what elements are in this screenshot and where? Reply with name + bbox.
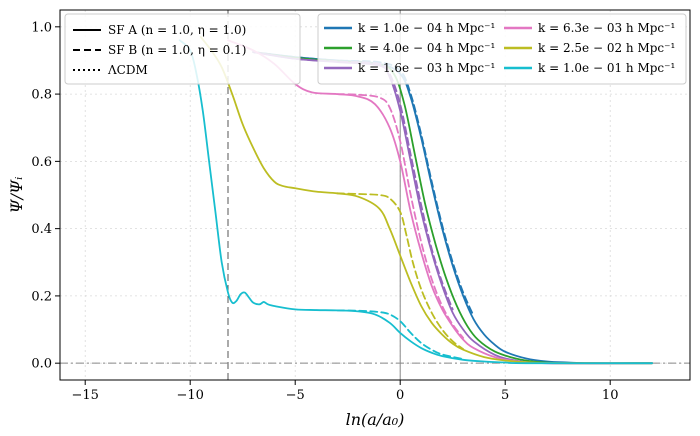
style-legend: SF A (n = 1.0, η = 1.0) SF B (n = 1.0, η… (64, 13, 301, 85)
legend-label-sf-b: SF B (n = 1.0, η = 0.1) (108, 43, 246, 57)
y-tick-label: 1.0 (31, 20, 52, 35)
series-line (199, 36, 654, 365)
x-axis-label: ln(a/a₀) (346, 410, 405, 429)
series-line (178, 39, 654, 365)
ticks: −15 −10 −5 0 5 10 0.0 0.2 0.4 0.6 0.8 1.0 (31, 20, 618, 403)
x-tick-label: −10 (176, 388, 203, 403)
legend-label-lcdm: ΛCDM (107, 63, 148, 77)
mode-legend: k = 1.0e − 04 h Mpc⁻¹ k = 4.0e − 04 h Mp… (317, 13, 687, 85)
x-tick-label: 5 (501, 388, 509, 403)
x-tick-label: 0 (396, 388, 404, 403)
legend-label-k1: k = 1.0e − 04 h Mpc⁻¹ (358, 21, 495, 35)
legend-label-k2: k = 4.0e − 04 h Mpc⁻¹ (358, 41, 495, 55)
legend-label-k4: k = 6.3e − 03 h Mpc⁻¹ (538, 21, 675, 35)
legend-label-k5: k = 2.5e − 02 h Mpc⁻¹ (538, 41, 675, 55)
y-tick-label: 0.2 (31, 289, 52, 304)
y-tick-label: 0.6 (31, 155, 52, 170)
series-line (336, 93, 465, 339)
x-tick-label: −5 (286, 388, 305, 403)
series-line (336, 192, 465, 350)
x-tick-label: 10 (602, 388, 619, 403)
style-legend-box (64, 13, 301, 85)
y-axis-label: Ψ/Ψᵢ (7, 177, 26, 214)
y-tick-label: 0.4 (31, 222, 52, 237)
x-tick-label: −15 (71, 388, 98, 403)
y-tick-label: 0.0 (31, 357, 52, 372)
series-line (336, 309, 465, 361)
series-line (227, 39, 654, 365)
legend-label-k3: k = 1.6e − 03 h Mpc⁻¹ (358, 61, 495, 75)
plot-frame (59, 9, 691, 381)
legend-label-k6: k = 1.0e − 01 h Mpc⁻¹ (538, 61, 675, 75)
y-tick-label: 0.8 (31, 88, 52, 103)
legend-label-sf-a: SF A (n = 1.0, η = 1.0) (108, 23, 246, 37)
mode-legend-box (317, 13, 687, 85)
